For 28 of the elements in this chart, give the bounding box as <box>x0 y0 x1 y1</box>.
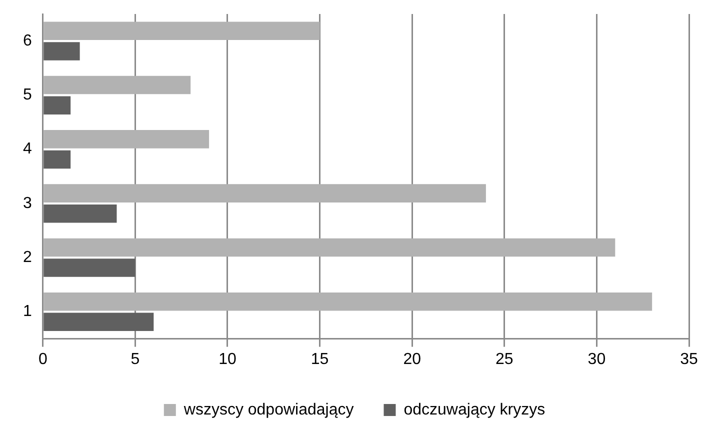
x-tick-label: 30 <box>588 350 606 368</box>
bar <box>44 76 191 94</box>
bar <box>44 204 117 223</box>
y-tick-label: 3 <box>22 194 32 212</box>
bar <box>44 238 616 257</box>
x-tick-label: 0 <box>38 350 48 368</box>
x-tick-label: 5 <box>130 350 140 368</box>
bar <box>44 258 136 277</box>
y-tick-label: 1 <box>22 303 32 320</box>
legend-label: wszyscy odpowiadający <box>182 401 354 418</box>
bar <box>44 22 320 40</box>
x-tick-label: 20 <box>403 350 422 368</box>
y-tick-label: 6 <box>22 32 32 50</box>
bar <box>44 42 80 60</box>
y-tick-label: 5 <box>22 86 32 104</box>
bar <box>44 130 210 148</box>
x-tick-label: 15 <box>310 350 329 368</box>
bar <box>44 292 652 311</box>
y-tick-label: 4 <box>22 140 32 158</box>
bar <box>44 184 486 202</box>
legend-label: odczuwający kryzys <box>404 401 546 418</box>
x-tick-label: 35 <box>680 350 698 368</box>
bar <box>44 96 71 114</box>
x-tick-label: 10 <box>218 350 236 368</box>
bar <box>44 150 71 169</box>
y-tick-label: 2 <box>22 249 32 266</box>
bar <box>44 312 154 332</box>
x-tick-label: 25 <box>496 350 514 368</box>
